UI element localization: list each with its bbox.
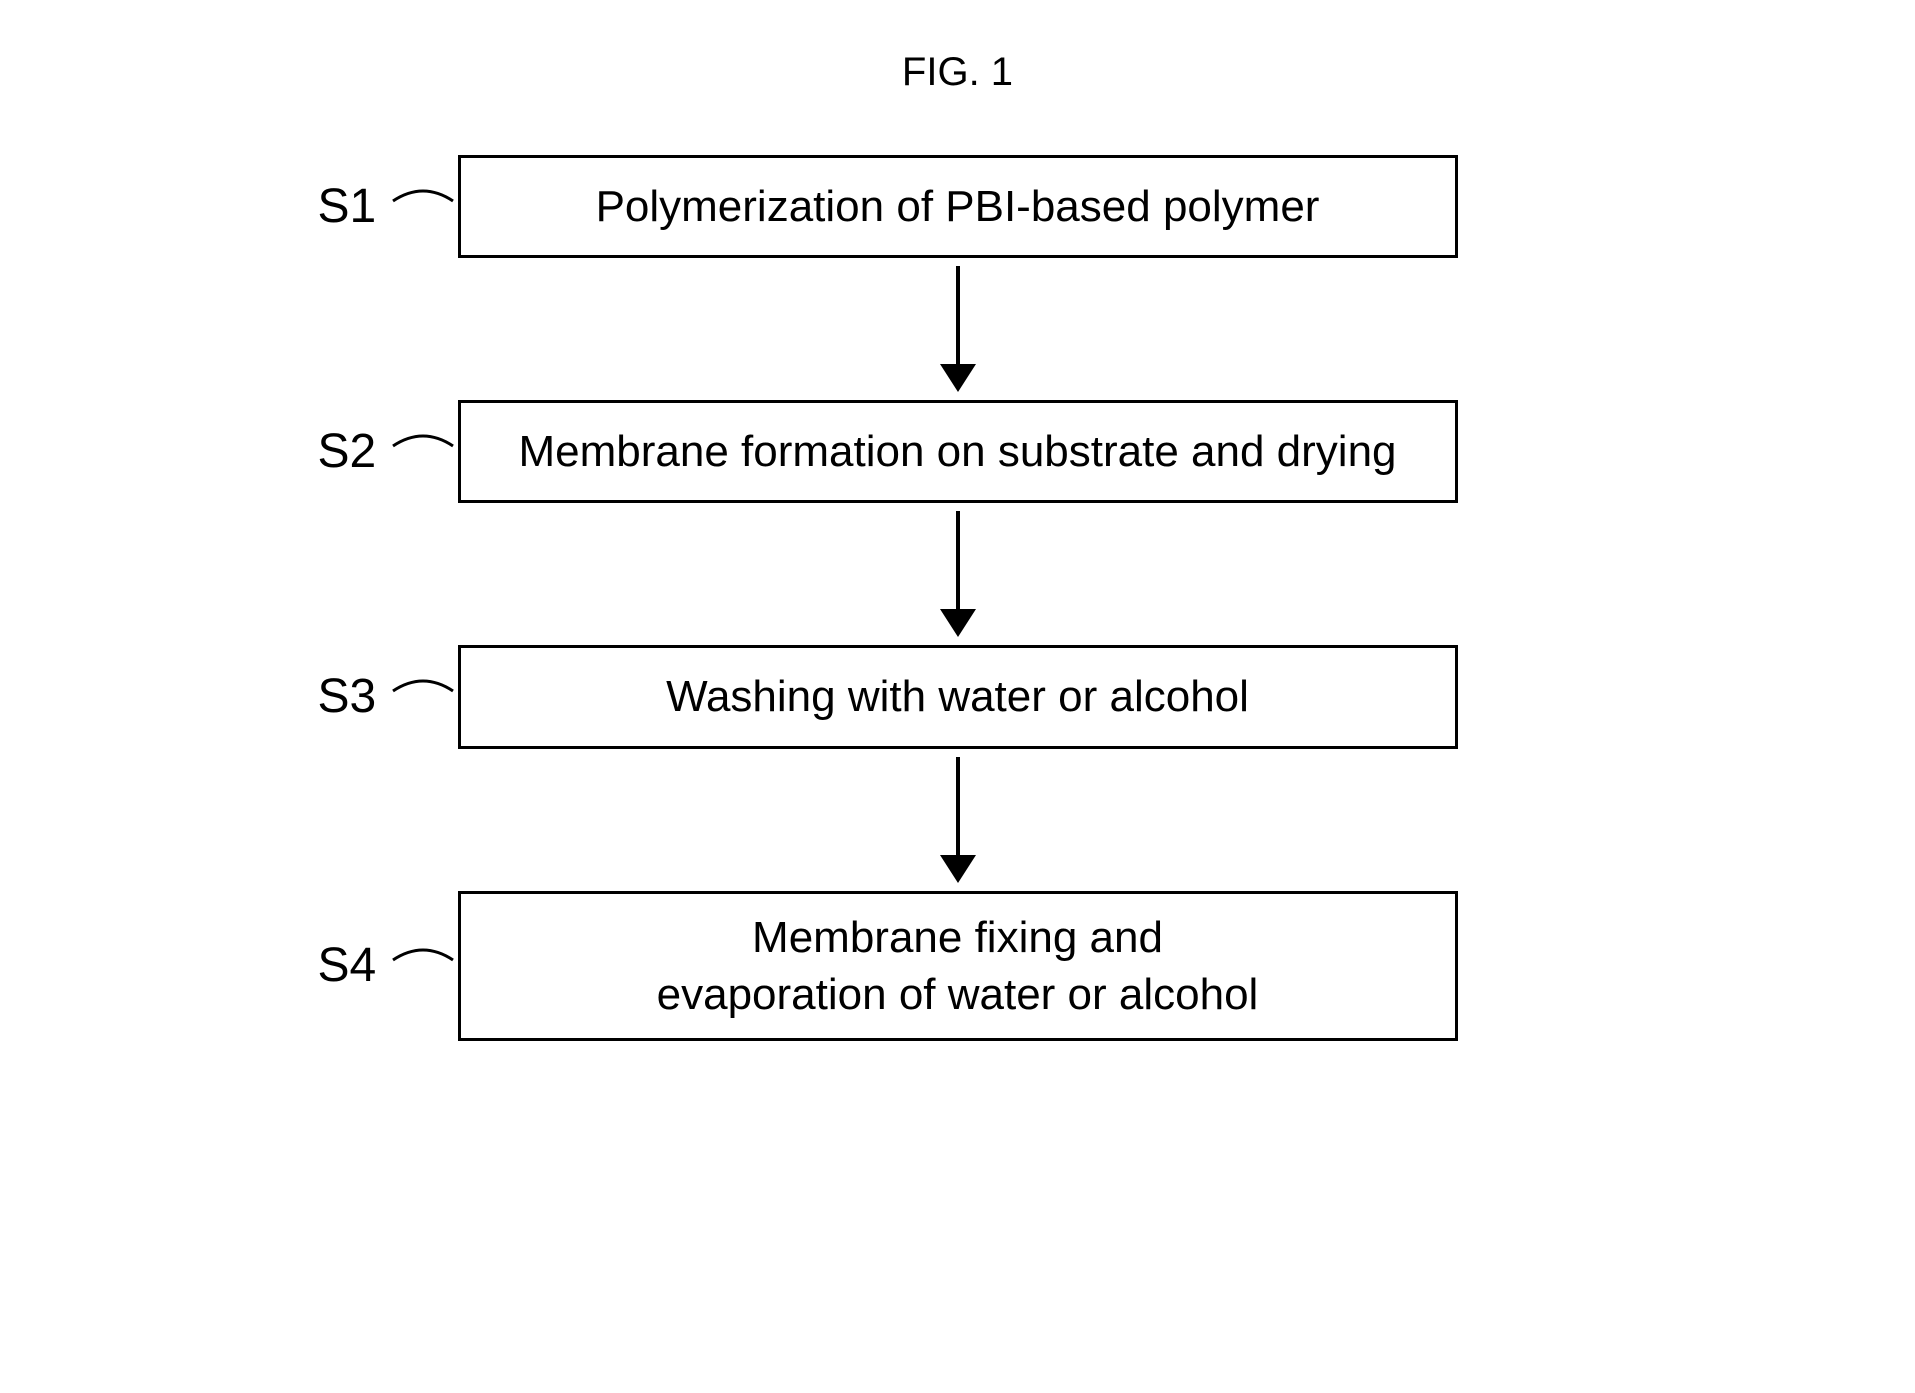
connector-curve-icon <box>388 176 458 238</box>
arrow-line-icon <box>956 757 960 857</box>
step-label-s1: S1 <box>318 176 459 238</box>
flowchart-container: S1 Polymerization of PBI-based polymer S… <box>258 155 1658 1041</box>
connector-curve-icon <box>388 935 458 997</box>
step-box-line1: Membrane fixing and <box>752 913 1163 962</box>
connector-curve-icon <box>388 421 458 483</box>
figure-title: FIG. 1 <box>902 50 1013 95</box>
step-label-text: S2 <box>318 424 377 479</box>
step-label-s3: S3 <box>318 666 459 728</box>
step-label-text: S3 <box>318 669 377 724</box>
step-label-text: S4 <box>318 938 377 993</box>
arrow-head-icon <box>940 364 976 392</box>
arrow-head-icon <box>940 609 976 637</box>
step-box-s3: Washing with water or alcohol <box>458 645 1458 748</box>
step-label-text: S1 <box>318 179 377 234</box>
arrow-3 <box>940 757 976 883</box>
step-label-s2: S2 <box>318 421 459 483</box>
connector-curve-icon <box>388 666 458 728</box>
arrow-1 <box>940 266 976 392</box>
step-row-1: S1 Polymerization of PBI-based polymer <box>258 155 1658 258</box>
step-row-3: S3 Washing with water or alcohol <box>258 645 1658 748</box>
arrow-2 <box>940 511 976 637</box>
step-row-2: S2 Membrane formation on substrate and d… <box>258 400 1658 503</box>
step-box-s1: Polymerization of PBI-based polymer <box>458 155 1458 258</box>
step-label-s4: S4 <box>318 935 459 997</box>
arrow-line-icon <box>956 511 960 611</box>
arrow-head-icon <box>940 855 976 883</box>
arrow-line-icon <box>956 266 960 366</box>
step-box-s4: Membrane fixing and evaporation of water… <box>458 891 1458 1041</box>
step-box-line2: evaporation of water or alcohol <box>657 970 1259 1019</box>
step-box-s2: Membrane formation on substrate and dryi… <box>458 400 1458 503</box>
step-row-4: S4 Membrane fixing and evaporation of wa… <box>258 891 1658 1041</box>
